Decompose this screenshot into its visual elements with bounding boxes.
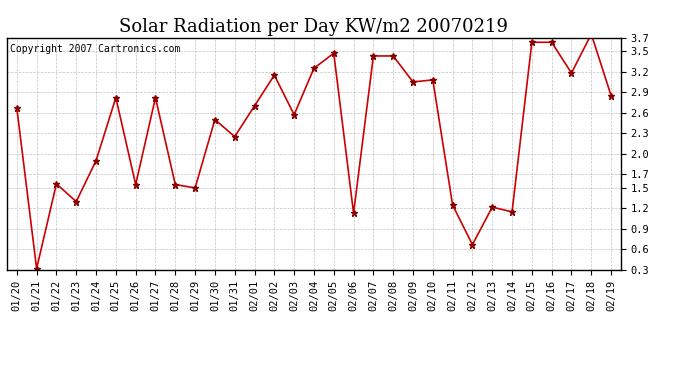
- Text: Copyright 2007 Cartronics.com: Copyright 2007 Cartronics.com: [10, 45, 180, 54]
- Title: Solar Radiation per Day KW/m2 20070219: Solar Radiation per Day KW/m2 20070219: [119, 18, 509, 36]
